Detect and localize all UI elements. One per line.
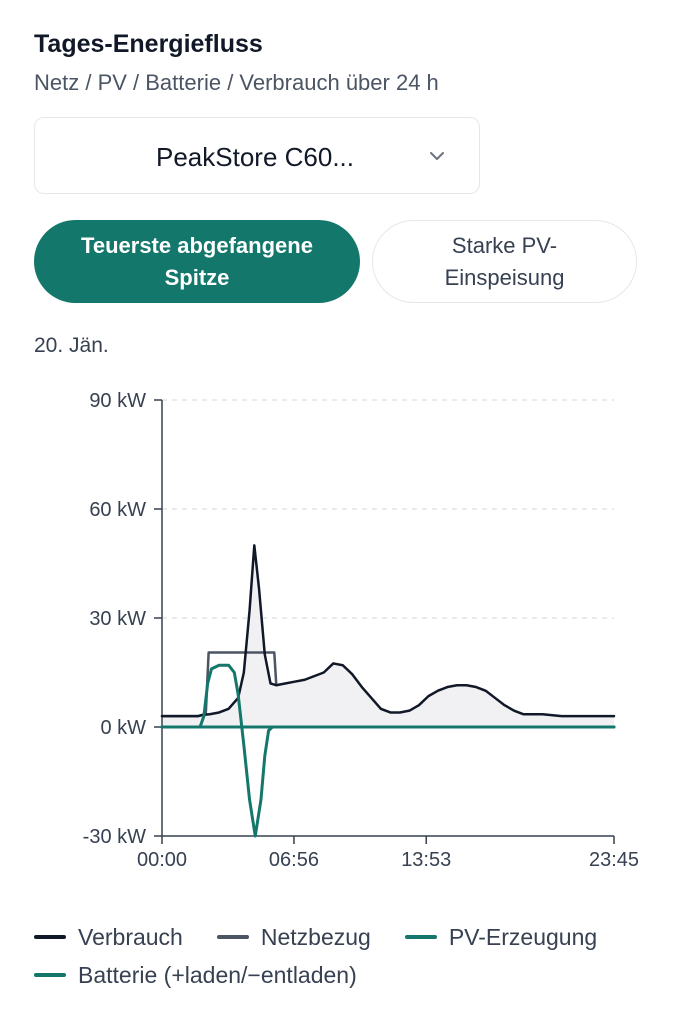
legend-item: PV-Erzeugung: [404, 923, 598, 951]
legend-swatch: [34, 935, 66, 939]
legend-swatch: [34, 973, 66, 977]
scenario-button-expensive-peak[interactable]: Teuerste abgefangene Spitze: [34, 220, 360, 303]
legend-label: Batterie (+laden/−entladen): [78, 961, 357, 988]
x-tick-label: 23:45: [589, 849, 639, 871]
device-select-value: PeakStore C60...: [156, 142, 354, 172]
x-tick-label: 06:56: [269, 849, 319, 871]
verbrauch-area: [162, 545, 614, 727]
legend-label: Netzbezug: [260, 923, 371, 950]
y-tick-label: 30 kW: [89, 608, 146, 630]
y-tick-label: 60 kW: [89, 499, 146, 521]
y-tick-label: 0 kW: [100, 717, 146, 739]
legend-label: PV-Erzeugung: [448, 923, 598, 950]
legend: Verbrauch Netzbezug PV-Erzeugung Batterie …: [34, 918, 654, 994]
legend-item: Verbrauch: [34, 924, 183, 951]
chart-subtitle: Netz / PV / Batterie / Verbrauch über 24…: [34, 70, 439, 95]
scenario-button-strong-pv[interactable]: Starke PV-Einspeisung: [372, 220, 637, 303]
energy-flow-chart: -30 kW 0 kW 30 kW 60 kW 90 kW 00:00 06:56 13:53…: [83, 390, 639, 871]
pv-erzeugung-line: [160, 663, 616, 838]
consumption-area: [162, 545, 614, 727]
legend-item: Batterie (+laden/−entladen): [34, 962, 357, 989]
grid-lines: [162, 399, 614, 728]
x-tick-label: 13:53: [401, 849, 451, 871]
chevron-down-icon: [430, 152, 444, 160]
legend-row: Batterie (+laden/−entladen): [34, 956, 654, 994]
y-tick-label: 90 kW: [89, 390, 146, 412]
legend-item: Netzbezug: [216, 923, 371, 951]
y-tick-label: -30 kW: [83, 826, 146, 848]
legend-swatch: [404, 935, 437, 939]
tick-labels: -30 kW 0 kW 30 kW 60 kW 90 kW 00:00 06:56 13:53…: [83, 390, 639, 871]
legend-row: Verbrauch Netzbezug PV-Erzeugung: [34, 918, 654, 956]
x-tick-label: 00:00: [137, 849, 187, 871]
verbrauch-line: [160, 544, 616, 718]
legend-swatch: [216, 935, 249, 939]
chart-title: Tages-Energiefluss: [34, 30, 263, 58]
date-label: 20. Jän.: [34, 334, 109, 357]
legend-label: Verbrauch: [78, 923, 183, 950]
device-select[interactable]: PeakStore C60...: [34, 117, 480, 194]
axes: [154, 399, 615, 844]
series-lines: [160, 544, 616, 838]
